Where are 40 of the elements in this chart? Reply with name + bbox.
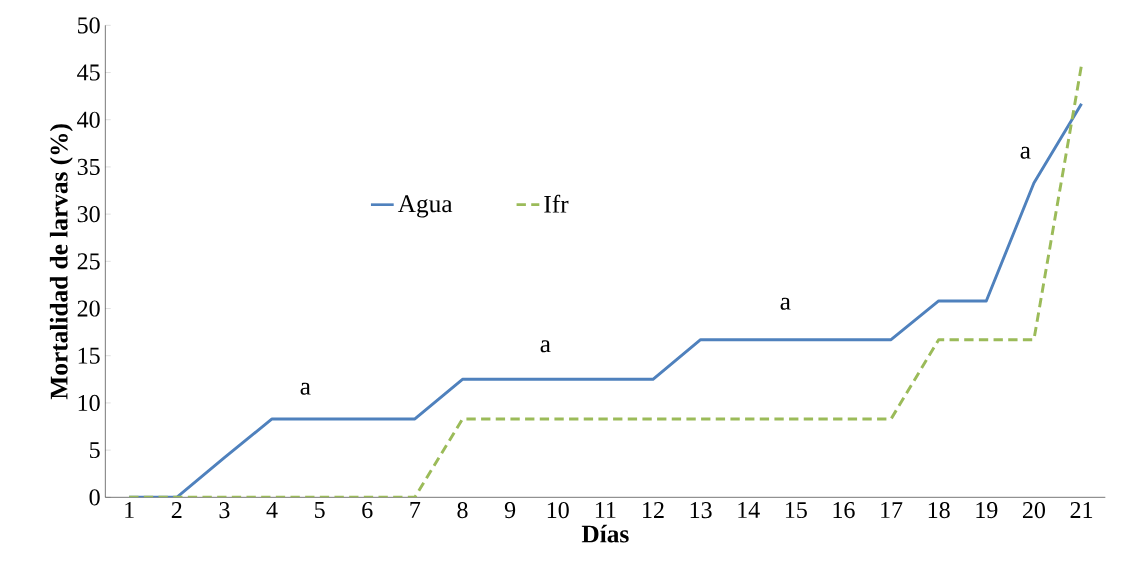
x-tick-label: 16 — [833, 502, 855, 519]
y-axis-title: Mortalidad de larvas (%) — [49, 124, 73, 400]
x-tick-label: 6 — [362, 502, 373, 519]
x-tick-label: 8 — [457, 502, 468, 519]
x-tick-label: 2 — [171, 502, 182, 518]
y-tick-label: 30 — [77, 206, 100, 223]
annotation: a — [300, 382, 311, 395]
x-tick-label: 12 — [643, 502, 664, 518]
x-tick-label: 18 — [928, 502, 950, 519]
x-tick-label: 1 — [125, 502, 134, 518]
y-tick-label: 0 — [89, 489, 100, 506]
y-tick-label: 45 — [77, 64, 100, 81]
x-tick-label: 11 — [595, 502, 616, 518]
x-tick-label: 13 — [690, 502, 712, 519]
legend-label: Ifr — [544, 194, 569, 213]
x-tick-label: 17 — [881, 502, 903, 518]
x-tick-label: 5 — [315, 502, 325, 518]
x-tick-label: 4 — [266, 502, 278, 518]
x-axis-title: Días — [581, 524, 629, 543]
y-tick-label: 40 — [77, 111, 100, 128]
x-tick-label: 10 — [547, 502, 569, 519]
annotation: a — [540, 340, 551, 353]
y-tick-label: 10 — [78, 394, 100, 412]
y-tick-label: 35 — [77, 158, 100, 175]
y-tick-label: 50 — [78, 17, 100, 34]
y-tick-label: 25 — [77, 253, 100, 270]
legend-label: Agua — [397, 195, 453, 218]
x-tick-label: 9 — [504, 502, 516, 519]
x-tick-label: 19 — [976, 502, 998, 519]
annotation: a — [780, 297, 791, 310]
x-tick-label: 7 — [410, 502, 421, 518]
x-tick-label: 3 — [219, 502, 230, 519]
y-tick-label: 5 — [90, 442, 100, 459]
y-tick-label: 15 — [78, 347, 100, 364]
x-tick-label: 21 — [1070, 502, 1093, 518]
y-tick-label: 20 — [77, 300, 100, 317]
x-tick-label: 14 — [738, 502, 760, 518]
annotation: a — [1020, 146, 1031, 159]
x-tick-label: 20 — [1022, 502, 1045, 519]
x-tick-label: 15 — [785, 502, 807, 519]
